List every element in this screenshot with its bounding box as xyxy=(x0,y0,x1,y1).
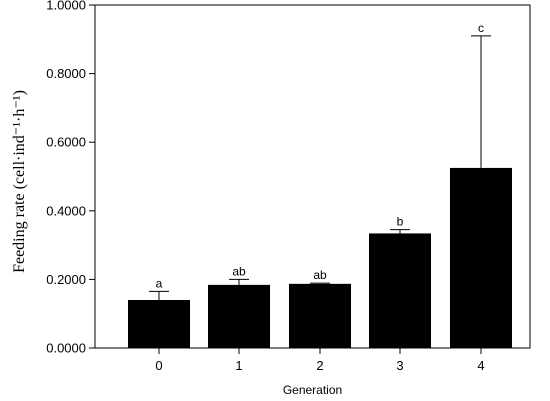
x-axis: 0 1 2 3 4 xyxy=(155,348,485,373)
x-tick-label: 0 xyxy=(155,358,162,373)
y-tick-label: 0.2000 xyxy=(46,272,86,287)
bar xyxy=(369,233,431,348)
x-tick-label: 3 xyxy=(396,358,403,373)
x-tick-label: 4 xyxy=(477,358,484,373)
y-axis-label: Feeding rate (cell·ind⁻¹·h⁻¹) xyxy=(11,90,28,273)
error-bars-group xyxy=(149,35,491,300)
y-tick-label: 1.0000 xyxy=(46,0,86,13)
y-tick-label: 0.0000 xyxy=(46,341,86,356)
significance-label: c xyxy=(478,21,484,35)
significance-label: b xyxy=(397,215,404,229)
bar xyxy=(450,167,512,348)
y-tick-label: 0.8000 xyxy=(46,66,86,81)
x-tick-label: 1 xyxy=(235,358,242,373)
y-axis: 0.0000 0.2000 0.4000 0.6000 0.8000 1.0000 xyxy=(46,0,95,356)
significance-label: ab xyxy=(313,268,327,282)
bar xyxy=(128,299,190,348)
x-axis-label: Generation xyxy=(283,383,342,397)
significance-label: a xyxy=(156,276,163,290)
bar xyxy=(289,283,351,348)
bar xyxy=(208,284,270,348)
y-tick-label: 0.4000 xyxy=(46,203,86,218)
x-tick-label: 2 xyxy=(316,358,323,373)
y-tick-label: 0.6000 xyxy=(46,135,86,150)
significance-label: ab xyxy=(232,264,246,278)
significance-labels-group: a ab ab b c xyxy=(156,21,484,291)
bars-group xyxy=(128,167,512,348)
